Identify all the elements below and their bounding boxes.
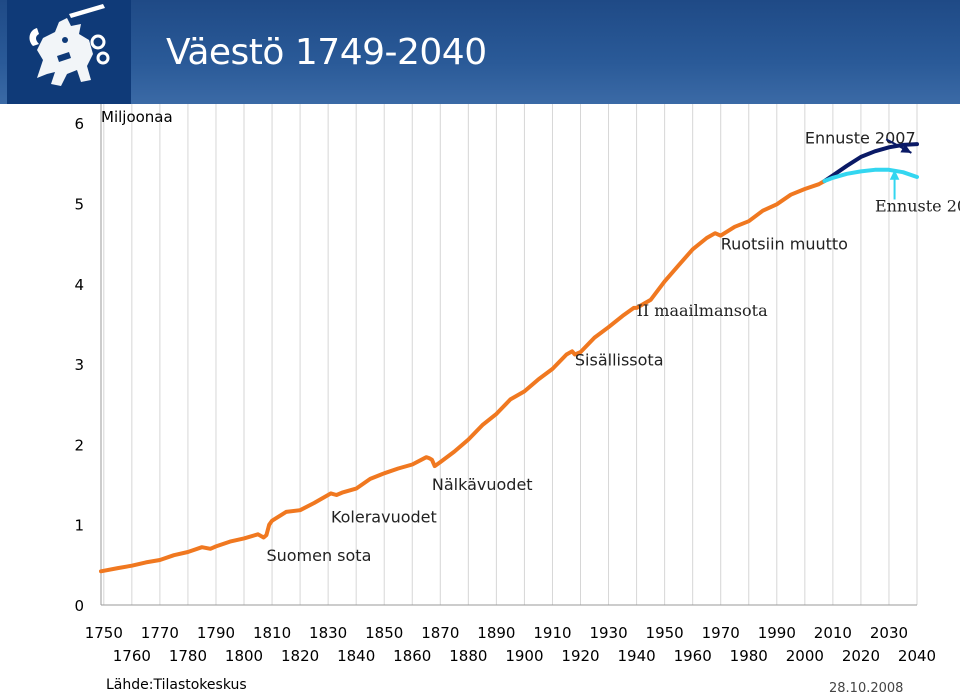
annotation-label: Sisällissota <box>575 351 664 370</box>
annotation-label: Ennuste 2004 <box>875 197 960 216</box>
x-tick-label: 1810 <box>253 624 291 642</box>
x-tick-label: 2010 <box>814 624 852 642</box>
x-tick-label: 1880 <box>449 647 487 665</box>
y-tick-labels: 0 1 2 3 4 5 6 <box>74 115 84 615</box>
y-tick-label: 5 <box>74 196 84 214</box>
x-tick-label: 1960 <box>674 647 712 665</box>
y-tick-label: 1 <box>74 517 84 535</box>
x-tick-label: 1900 <box>505 647 543 665</box>
x-tick-label: 1800 <box>225 647 263 665</box>
x-tick-label: 1760 <box>113 647 151 665</box>
x-tick-label: 1940 <box>617 647 655 665</box>
y-tick-label: 4 <box>74 276 84 294</box>
annotation-label: II maailmansota <box>637 301 769 320</box>
x-tick-label: 1920 <box>561 647 599 665</box>
annotation-label: Ruotsiin muutto <box>721 234 848 253</box>
x-tick-label: 1930 <box>589 624 627 642</box>
x-tick-label: 1860 <box>393 647 431 665</box>
y-tick-label: 6 <box>74 115 84 133</box>
x-tick-label: 1750 <box>85 624 123 642</box>
vertical-gridlines <box>103 104 918 605</box>
source-label: Lähde:Tilastokeskus <box>106 677 247 693</box>
x-tick-label: 1870 <box>421 624 459 642</box>
history-line <box>99 179 827 574</box>
x-tick-label: 2020 <box>842 647 880 665</box>
x-tick-label: 1790 <box>197 624 235 642</box>
statistics-finland-logo <box>7 0 131 104</box>
annotation-label: Koleravuodet <box>331 507 437 526</box>
x-tick-label: 1980 <box>730 647 768 665</box>
annotation-label: Suomen sota <box>266 546 371 565</box>
page-title: Väestö 1749-2040 <box>166 32 487 73</box>
y-axis-label: Miljoonaa <box>101 108 173 126</box>
x-tick-label: 1780 <box>169 647 207 665</box>
forecast-2004-line <box>822 167 919 183</box>
y-tick-label: 2 <box>74 436 84 454</box>
x-tick-label: 1910 <box>533 624 571 642</box>
x-tick-label: 2030 <box>870 624 908 642</box>
forecast-2007-line <box>822 142 919 183</box>
forecast-2007-arrow-head <box>900 144 912 153</box>
x-tick-label: 1820 <box>281 647 319 665</box>
x-tick-label: 1990 <box>758 624 796 642</box>
x-tick-label: 1840 <box>337 647 375 665</box>
annotation-label: Ennuste 2007 <box>805 128 916 147</box>
x-tick-label: 1830 <box>309 624 347 642</box>
title-banner: Väestö 1749-2040 <box>0 0 960 104</box>
y-tick-label: 0 <box>74 597 84 615</box>
chart-axes <box>100 104 917 606</box>
x-tick-label: 1850 <box>365 624 403 642</box>
forecast-2004-arrow-head <box>889 169 900 180</box>
lion-emblem-icon <box>29 4 110 86</box>
population-chart: 0 1 2 3 4 5 6 1750 1770 1790 1810 1830 1850 1870 1890… <box>74 104 960 665</box>
x-tick-label: 2000 <box>786 647 824 665</box>
annotation-label: Nälkävuodet <box>432 475 533 494</box>
event-annotations: Suomen sota Koleravuodet Nälkävuodet Sisäll… <box>266 128 960 565</box>
x-tick-label: 1770 <box>141 624 179 642</box>
data-series <box>99 142 919 574</box>
x-tick-label: 1890 <box>477 624 515 642</box>
x-tick-labels: 1750 1770 1790 1810 1830 1850 1870 1890 1910 1930… <box>85 624 936 665</box>
x-tick-label: 1970 <box>702 624 740 642</box>
date-label: 28.10.2008 <box>829 681 904 696</box>
x-tick-label: 1950 <box>646 624 684 642</box>
y-tick-label: 3 <box>74 356 84 374</box>
x-tick-label: 2040 <box>898 647 936 665</box>
